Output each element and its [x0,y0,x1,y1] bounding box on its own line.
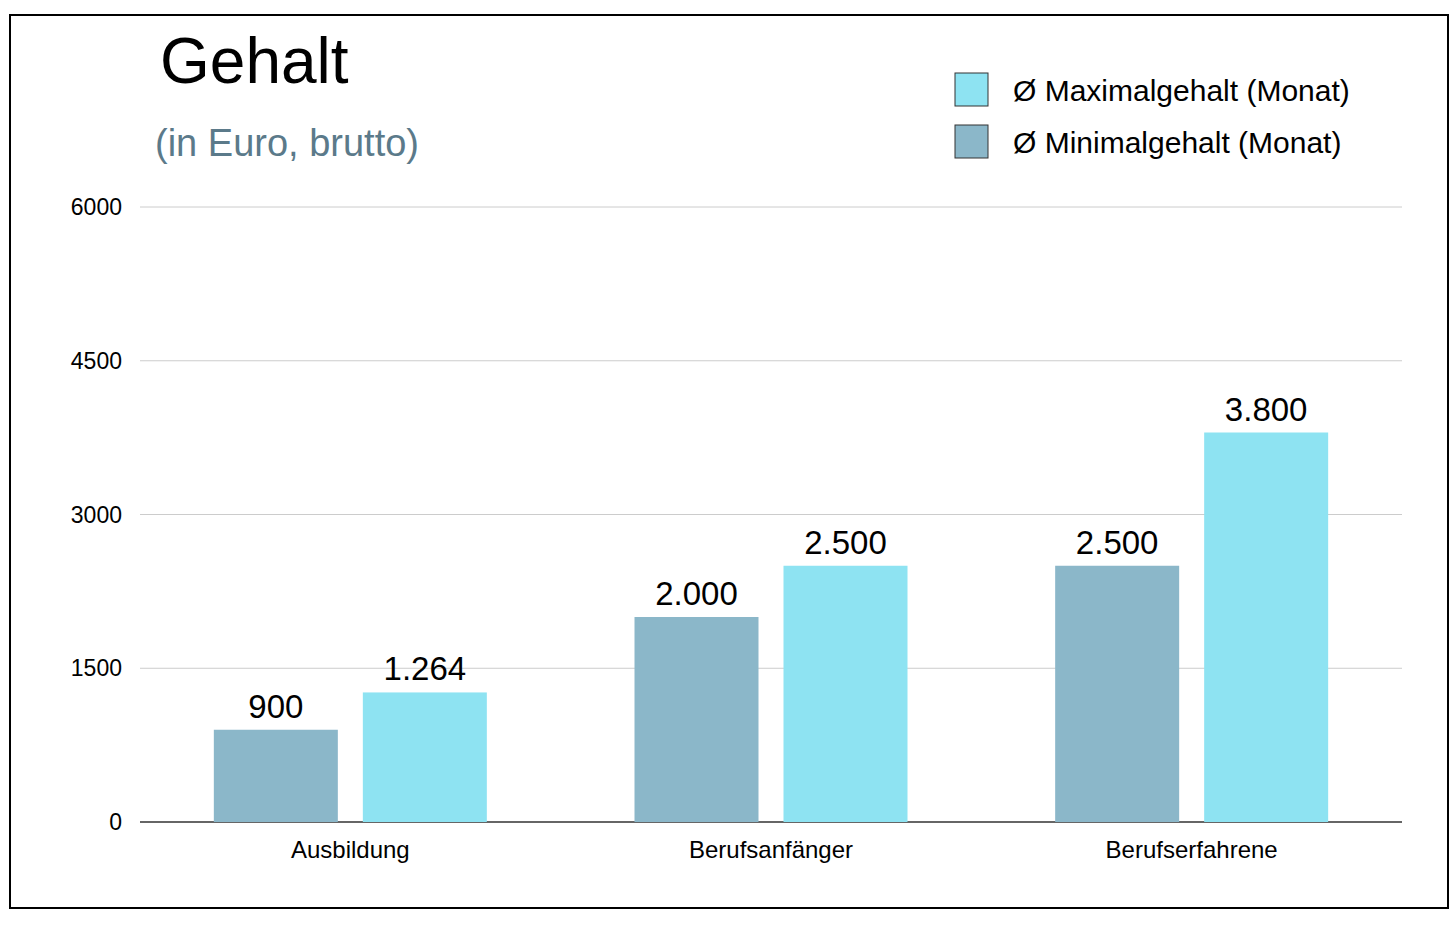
bar [635,617,759,822]
bar [363,692,487,822]
data-label: 2.000 [655,575,738,612]
title: Gehalt [160,25,349,97]
data-labels: 900 1.264 2.000 2.500 2.500 3.800 [248,391,1307,725]
legend-label: Ø Minimalgehalt (Monat) [1013,126,1341,159]
y-tick-label: 6000 [71,194,122,220]
chart: Gehalt (in Euro, brutto) 0 1500 3000 4500 6000… [0,0,1456,928]
data-label: 1.264 [384,650,467,687]
bar [1204,433,1328,823]
frame [10,15,1448,908]
bar [214,730,338,822]
x-tick-label: Ausbildung [291,836,410,863]
bar [1055,566,1179,822]
y-tick-label: 1500 [71,655,122,681]
bar [784,566,908,822]
legend-swatch [955,73,988,106]
data-label: 2.500 [804,524,887,561]
y-tick-label: 0 [109,809,122,835]
legend-swatch [955,125,988,158]
y-tick-label: 4500 [71,348,122,374]
x-tick-label: Berufserfahrene [1106,836,1278,863]
legend-label: Ø Maximalgehalt (Monat) [1013,74,1350,107]
y-axis: 0 1500 3000 4500 6000 [71,194,1402,835]
data-label: 900 [248,688,303,725]
grid-line [140,207,1402,208]
subtitle: (in Euro, brutto) [155,122,419,164]
y-tick-label: 3000 [71,502,122,528]
legend: Ø Maximalgehalt (Monat) Ø Minimalgehalt (… [955,73,1350,159]
x-tick-label: Berufsanfänger [689,836,853,863]
data-label: 3.800 [1225,391,1308,428]
grid-line [140,360,1402,361]
data-label: 2.500 [1076,524,1159,561]
bars [214,433,1328,823]
